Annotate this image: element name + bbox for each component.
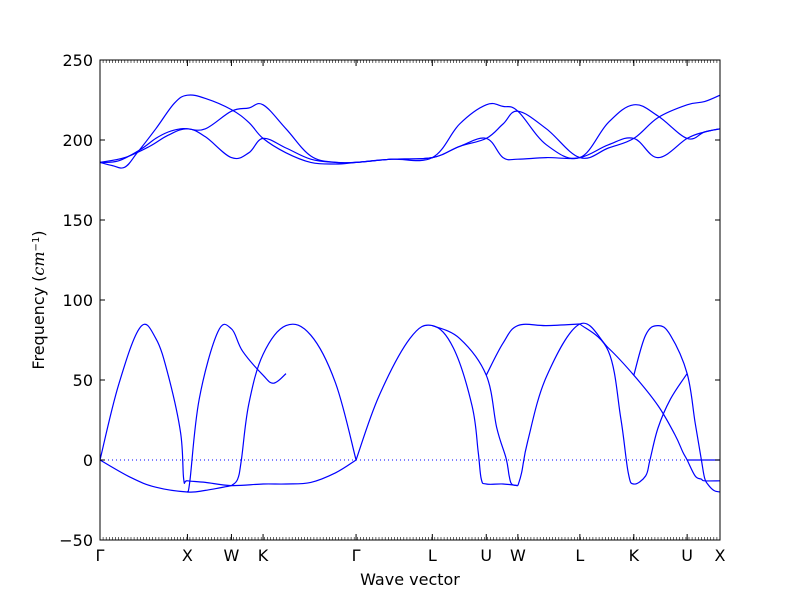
y-tick-label: 200	[62, 131, 93, 150]
x-tick-label: X	[182, 546, 193, 565]
band-line-11	[517, 322, 721, 486]
x-tick-label: Γ	[352, 546, 361, 565]
band-line-12	[579, 323, 688, 485]
x-tick-label: W	[510, 546, 526, 565]
y-tick-label: 100	[62, 291, 93, 310]
y-tick-label: 50	[73, 371, 93, 390]
series-lines	[99, 94, 721, 493]
y-tick-label: 250	[62, 51, 93, 70]
y-tick-label: 150	[62, 211, 93, 230]
x-tick-label: U	[681, 546, 693, 565]
x-tick-label: Γ	[96, 546, 105, 565]
y-axis-ticks: −50 0 50 100 150 200 250	[59, 51, 720, 550]
x-tick-label: K	[258, 546, 269, 565]
y-tick-label: 0	[83, 451, 93, 470]
y-axis-label-close: )	[29, 230, 48, 236]
band-line-3	[99, 128, 721, 164]
x-minor-ticks	[102, 60, 718, 540]
x-tick-label: L	[575, 546, 584, 565]
y-axis-label: Frequency (cm−1)	[29, 230, 48, 369]
band-line-13	[633, 324, 721, 493]
band-line-8	[355, 324, 518, 487]
band-line-5	[99, 459, 232, 493]
band-line-6	[186, 323, 287, 493]
x-tick-label: X	[715, 546, 726, 565]
band-line-7	[231, 323, 357, 487]
y-axis-label-text: Frequency (	[29, 276, 48, 370]
y-axis-label-unit-sup: −1	[31, 237, 42, 252]
y-tick-label: −50	[59, 531, 93, 550]
band-line-4	[99, 323, 357, 487]
x-tick-label: W	[224, 546, 240, 565]
band-line-9	[432, 325, 519, 487]
x-tick-label: K	[629, 546, 640, 565]
x-tick-label: L	[428, 546, 437, 565]
band-line-10	[485, 323, 580, 376]
y-axis-label-unit: cm	[29, 251, 48, 275]
x-axis-label: Wave vector	[360, 570, 460, 589]
x-tick-label: U	[480, 546, 492, 565]
